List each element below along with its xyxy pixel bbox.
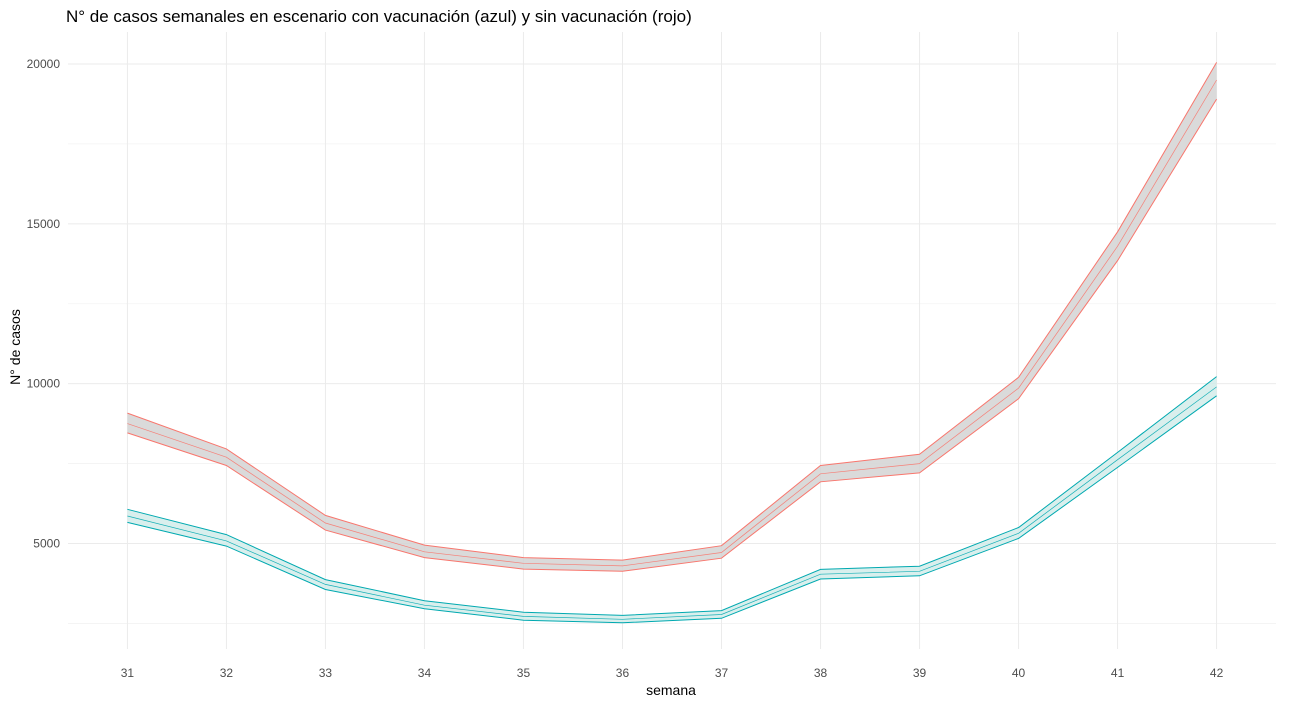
y-tick-label: 20000: [27, 57, 61, 71]
series-1-mean-line: [127, 386, 1217, 620]
series-0-mean-line: [127, 79, 1217, 567]
x-axis-ticks: 31 32 33 34 35 36 37 38 39 40 41 42: [121, 666, 1224, 680]
x-tick-label: 40: [1012, 666, 1026, 680]
x-tick-label: 42: [1210, 666, 1224, 680]
x-tick-label: 31: [121, 666, 135, 680]
x-tick-label: 41: [1111, 666, 1125, 680]
series-lines: [127, 62, 1218, 624]
x-axis-label: semana: [646, 682, 696, 698]
series-0-band: [127, 62, 1217, 572]
series-1-upper-line: [127, 376, 1217, 616]
series-1-lower-line: [127, 395, 1217, 624]
y-tick-label: 10000: [27, 377, 61, 391]
x-tick-label: 39: [913, 666, 927, 680]
series-0-upper-line: [127, 62, 1218, 561]
x-tick-label: 34: [418, 666, 432, 680]
x-tick-label: 33: [319, 666, 333, 680]
chart-title: N° de casos semanales en escenario con v…: [66, 7, 692, 26]
y-tick-label: 15000: [27, 217, 61, 231]
grid: [68, 32, 1276, 649]
x-tick-label: 38: [814, 666, 828, 680]
y-axis-ticks: 5000 10000 15000 20000: [27, 57, 61, 551]
y-tick-label: 5000: [33, 537, 60, 551]
x-tick-label: 32: [220, 666, 234, 680]
x-tick-label: 35: [517, 666, 531, 680]
x-tick-label: 37: [715, 666, 729, 680]
series-1-band: [127, 376, 1217, 623]
x-tick-label: 36: [616, 666, 630, 680]
y-axis-label: N° de casos: [7, 309, 23, 385]
series-0-lower-line: [127, 98, 1218, 572]
confidence-bands: [127, 62, 1217, 623]
